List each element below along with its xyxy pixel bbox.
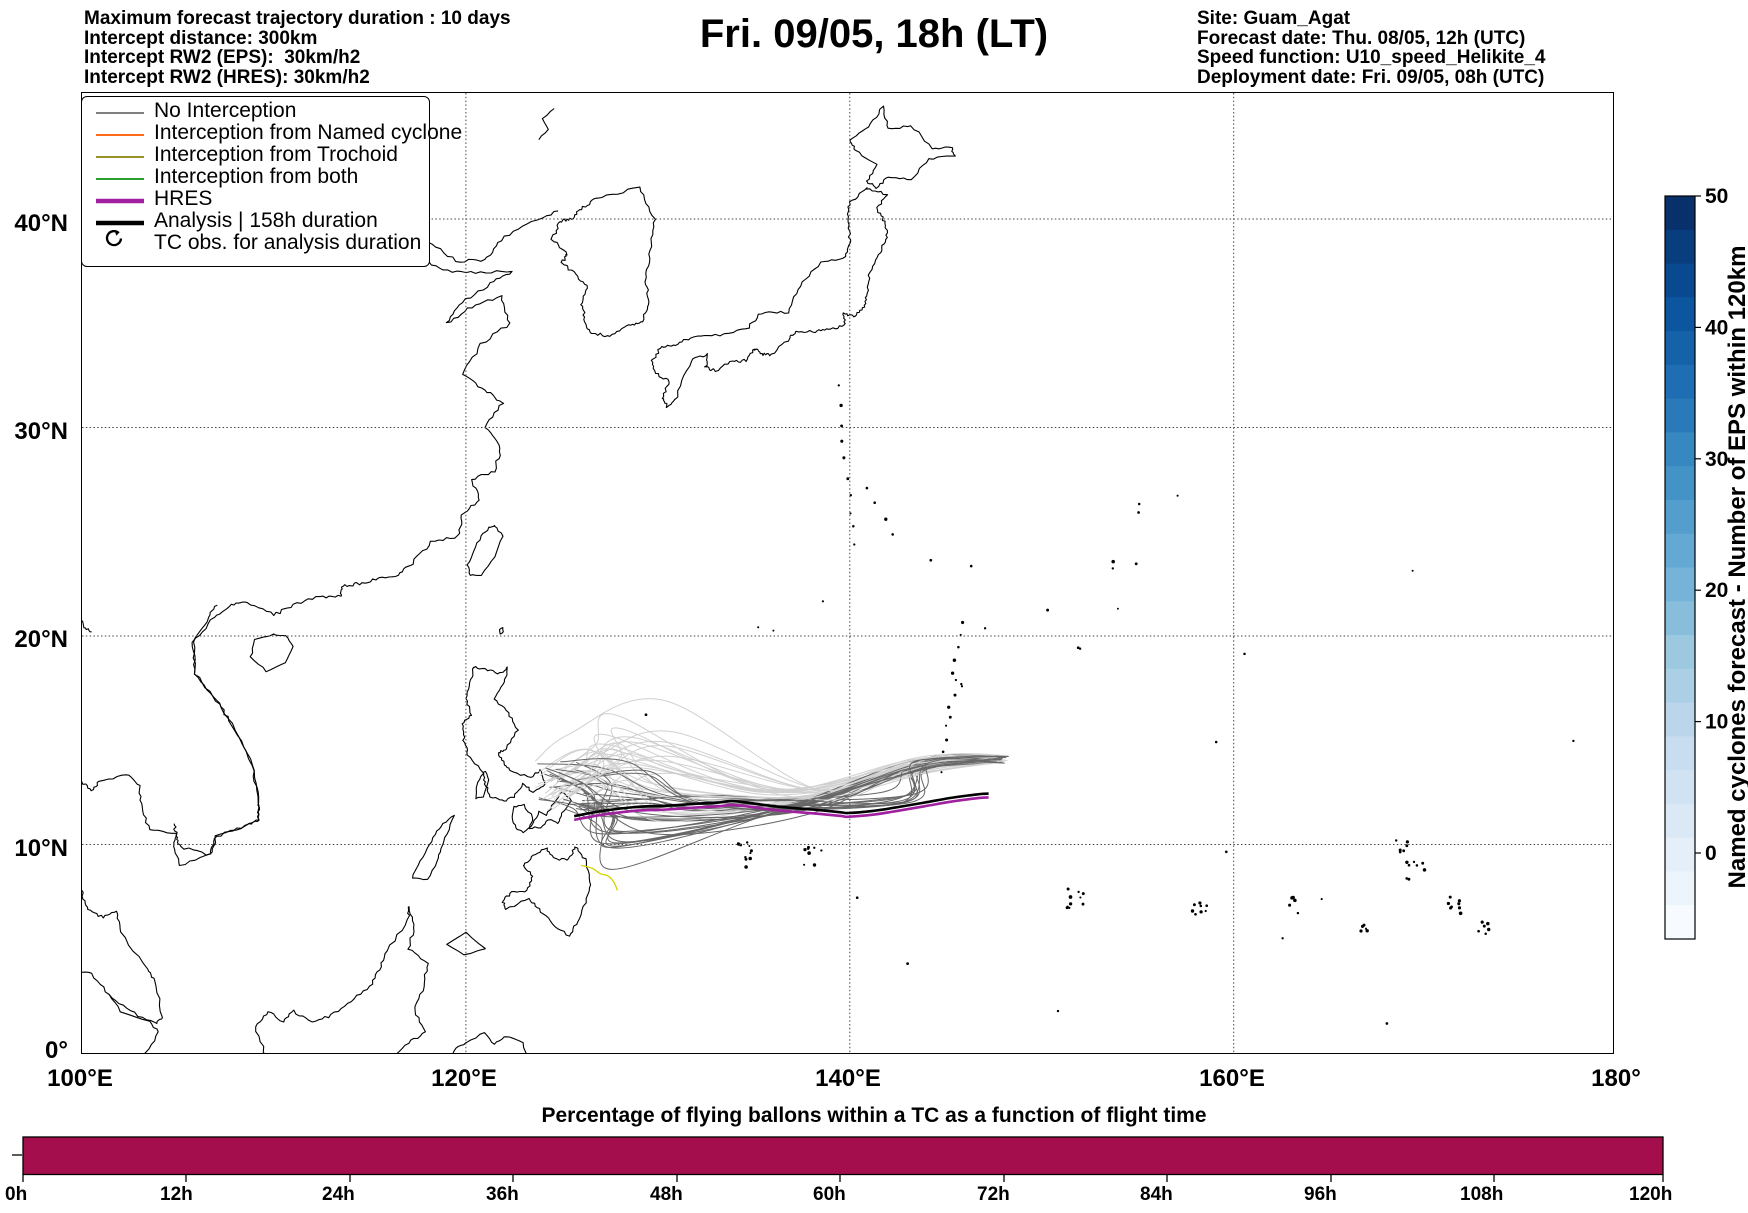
svg-text:40: 40 (1705, 316, 1728, 339)
svg-text:30: 30 (1705, 448, 1728, 471)
svg-text:10: 10 (1705, 711, 1728, 734)
svg-text:0: 0 (1705, 842, 1717, 865)
svg-text:20: 20 (1705, 579, 1728, 602)
svg-text:50: 50 (1705, 185, 1728, 208)
svg-text:Named cyclones forecast - Numb: Named cyclones forecast - Number of EPS … (1724, 246, 1748, 889)
